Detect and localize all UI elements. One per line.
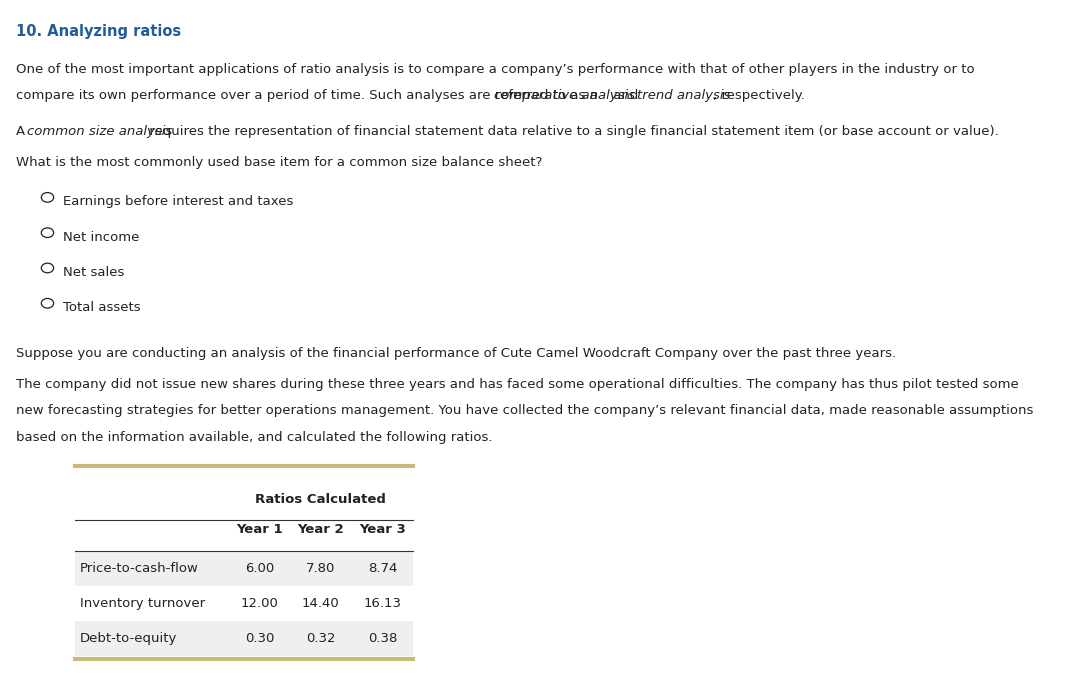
Text: What is the most commonly used base item for a common size balance sheet?: What is the most commonly used base item…: [16, 156, 542, 169]
Bar: [74, 621, 414, 656]
Text: 0.30: 0.30: [244, 632, 274, 645]
Text: Suppose you are conducting an analysis of the financial performance of Cute Came: Suppose you are conducting an analysis o…: [16, 347, 896, 360]
Text: Earnings before interest and taxes: Earnings before interest and taxes: [64, 195, 294, 208]
Text: 8.74: 8.74: [368, 561, 397, 574]
Bar: [74, 550, 414, 586]
Text: Inventory turnover: Inventory turnover: [80, 597, 205, 610]
Text: based on the information available, and calculated the following ratios.: based on the information available, and …: [16, 431, 492, 444]
Text: Debt-to-equity: Debt-to-equity: [80, 632, 178, 645]
Text: comparative analysis: comparative analysis: [494, 89, 635, 103]
Text: compare its own performance over a period of time. Such analyses are referred to: compare its own performance over a perio…: [16, 89, 602, 103]
Text: 0.32: 0.32: [306, 632, 336, 645]
Text: Year 1: Year 1: [236, 523, 282, 536]
Text: 7.80: 7.80: [306, 561, 336, 574]
Text: The company did not issue new shares during these three years and has faced some: The company did not issue new shares dur…: [16, 378, 1019, 391]
Text: Net sales: Net sales: [64, 266, 125, 279]
Text: 12.00: 12.00: [240, 597, 278, 610]
Text: trend analysis: trend analysis: [637, 89, 730, 103]
Text: , respectively.: , respectively.: [713, 89, 805, 103]
Text: One of the most important applications of ratio analysis is to compare a company: One of the most important applications o…: [16, 63, 975, 76]
Text: 6.00: 6.00: [244, 561, 274, 574]
Text: new forecasting strategies for better operations management. You have collected : new forecasting strategies for better op…: [16, 405, 1033, 418]
Text: 14.40: 14.40: [302, 597, 340, 610]
Text: 16.13: 16.13: [363, 597, 402, 610]
Text: Year 3: Year 3: [359, 523, 406, 536]
Text: 0.38: 0.38: [368, 632, 397, 645]
Text: Year 2: Year 2: [297, 523, 345, 536]
Text: requires the representation of financial statement data relative to a single fin: requires the representation of financial…: [145, 125, 999, 138]
Text: A: A: [16, 125, 29, 138]
Text: and: and: [610, 89, 643, 103]
Text: Net income: Net income: [64, 230, 140, 244]
Text: Total assets: Total assets: [64, 301, 141, 314]
Text: common size analysis: common size analysis: [27, 125, 172, 138]
Text: Ratios Calculated: Ratios Calculated: [255, 493, 387, 506]
Text: Price-to-cash-flow: Price-to-cash-flow: [80, 561, 199, 574]
Text: 10. Analyzing ratios: 10. Analyzing ratios: [16, 24, 181, 39]
